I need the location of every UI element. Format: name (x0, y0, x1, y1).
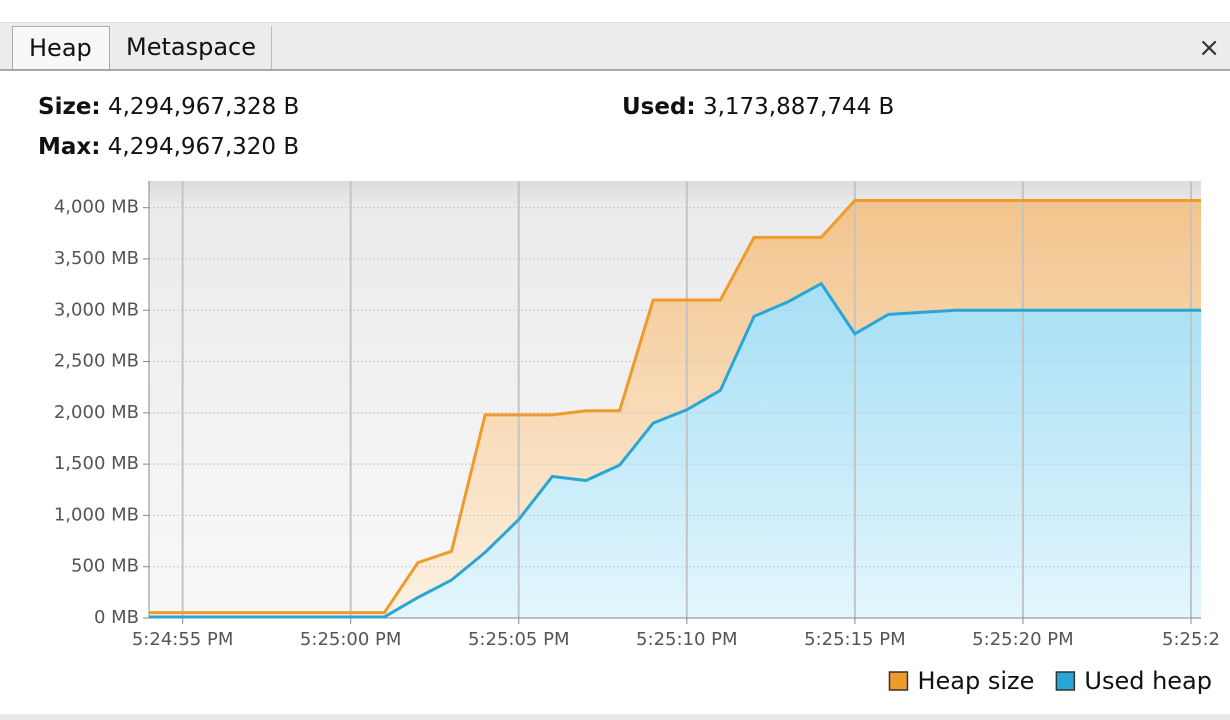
legend-label: Used heap (1084, 667, 1212, 695)
x-tick-label: 5:25:10 PM (636, 629, 738, 650)
area (149, 283, 1201, 618)
info-value: 4,294,967,328 B (107, 94, 300, 120)
series-line (149, 198, 1191, 615)
y-tick-label: 3,500 MB (54, 248, 139, 269)
y-tick-label: 2,500 MB (54, 351, 139, 372)
legend-swatch (888, 671, 909, 691)
series-line (149, 281, 1191, 619)
legend-label: Heap size (917, 667, 1034, 695)
x-tick-label: 5:25:20 PM (972, 629, 1074, 650)
legend-swatch (1055, 671, 1076, 691)
y-tick-label: 1,500 MB (54, 453, 139, 474)
used-info: Used: 3,173,887,744 B (622, 94, 894, 120)
y-tick-label: 3,000 MB (54, 299, 139, 320)
tab[interactable]: Heap (12, 26, 110, 69)
tab-bar: Heap Metaspace × (0, 22, 1230, 71)
y-tick-label: 500 MB (71, 556, 139, 577)
info-value: 3,173,887,744 B (702, 94, 895, 120)
x-tick-label: 5:25:05 PM (468, 629, 570, 650)
x-tick-label: 5:25:00 PM (300, 629, 402, 650)
info-value: 4,294,967,320 B (107, 134, 300, 160)
x-tick-label: 5:25:2 (1162, 629, 1220, 650)
y-tick-label: 2,000 MB (54, 402, 139, 423)
bottom-edge (0, 714, 1230, 720)
size-info: Size: 4,294,967,328 B (38, 94, 299, 120)
x-tick-label: 5:24:55 PM (132, 629, 234, 650)
x-tick-label: 5:25:15 PM (804, 629, 906, 650)
info-label: Max: (38, 134, 101, 160)
info-label: Used: (622, 94, 696, 120)
y-tick-label: 0 MB (94, 607, 139, 628)
y-tick-label: 1,000 MB (54, 504, 139, 525)
max-info: Max: 4,294,967,320 B (38, 134, 299, 160)
y-tick-label: 4,000 MB (54, 197, 139, 218)
tab[interactable]: Metaspace (110, 26, 272, 69)
close-button[interactable]: × (1198, 33, 1220, 63)
info-label: Size: (38, 94, 101, 120)
